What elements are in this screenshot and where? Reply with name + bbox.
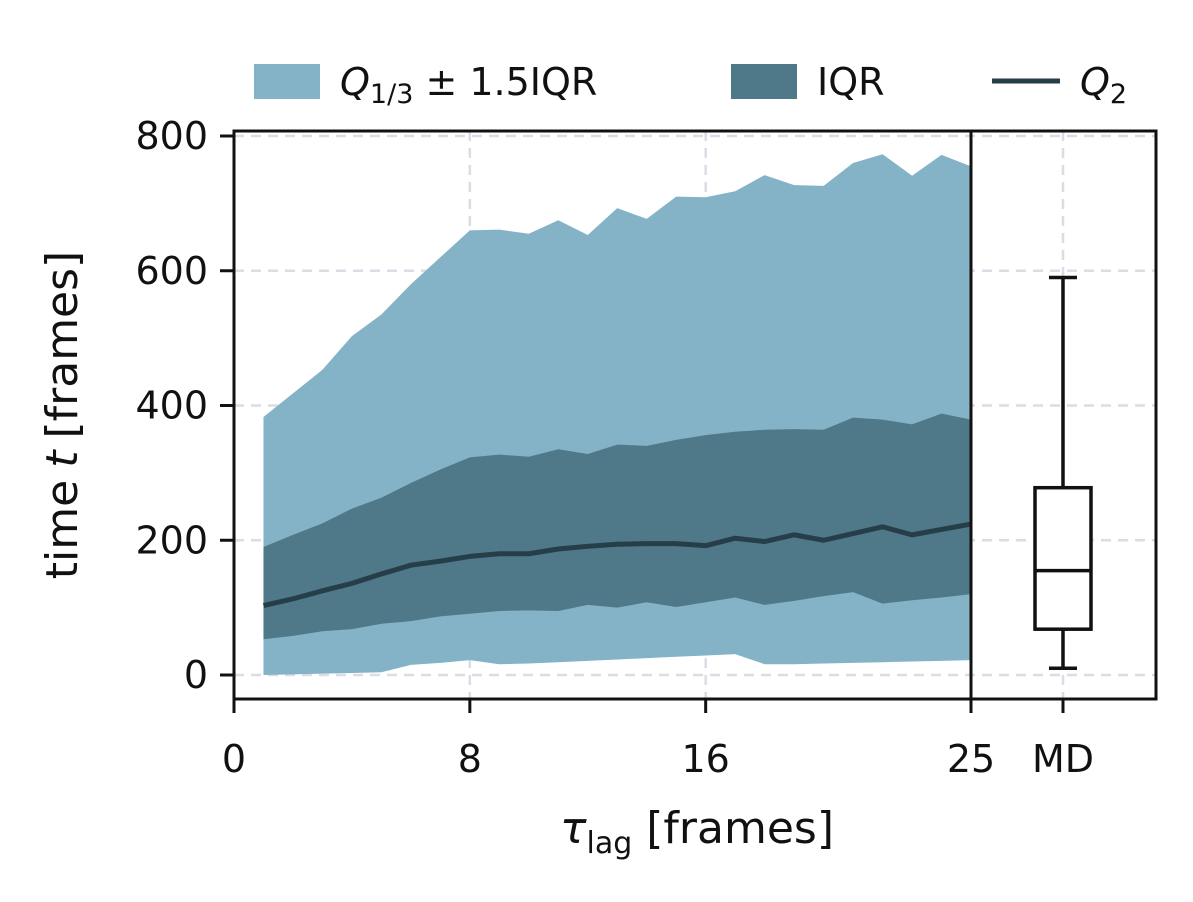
y-axis-ticks: 0 200 400 600 800 xyxy=(135,114,234,697)
x-axis-ticks: 0 8 16 25 MD xyxy=(222,699,1094,781)
x-tick-label-1: 8 xyxy=(458,737,482,781)
x-tick-label-md: MD xyxy=(1032,737,1094,781)
legend-label-whisker: Q1/3 ± 1.5IQR xyxy=(340,60,597,110)
bands xyxy=(262,154,972,675)
y-tick-label-4: 800 xyxy=(135,114,208,158)
y-tick-label-1: 200 xyxy=(135,518,208,562)
legend-swatch-whisker xyxy=(254,64,320,99)
x-tick-label-2: 16 xyxy=(682,737,730,781)
y-tick-label-2: 400 xyxy=(135,384,208,428)
iqr-band xyxy=(263,413,972,640)
legend-label-median: Q2 xyxy=(1080,60,1127,110)
md-iqr-box xyxy=(1033,485,1093,631)
legend-label-iqr: IQR xyxy=(817,60,885,104)
y-tick-label-0: 0 xyxy=(184,653,208,697)
median-line xyxy=(262,521,972,609)
md-boxplot xyxy=(1033,275,1093,671)
x-axis-label: τlag [frames] xyxy=(560,803,834,861)
axes-frame xyxy=(232,129,1158,701)
y-axis-label: timet[frames] xyxy=(37,251,88,579)
x-tick-label-3: 25 xyxy=(947,737,995,781)
legend-swatch-iqr xyxy=(731,64,797,99)
legend: Q1/3 ± 1.5IQR IQR Q2 xyxy=(254,60,1127,110)
plot-frame xyxy=(232,129,1158,701)
x-tick-label-0: 0 xyxy=(222,737,246,781)
y-tick-label-3: 600 xyxy=(135,249,208,293)
